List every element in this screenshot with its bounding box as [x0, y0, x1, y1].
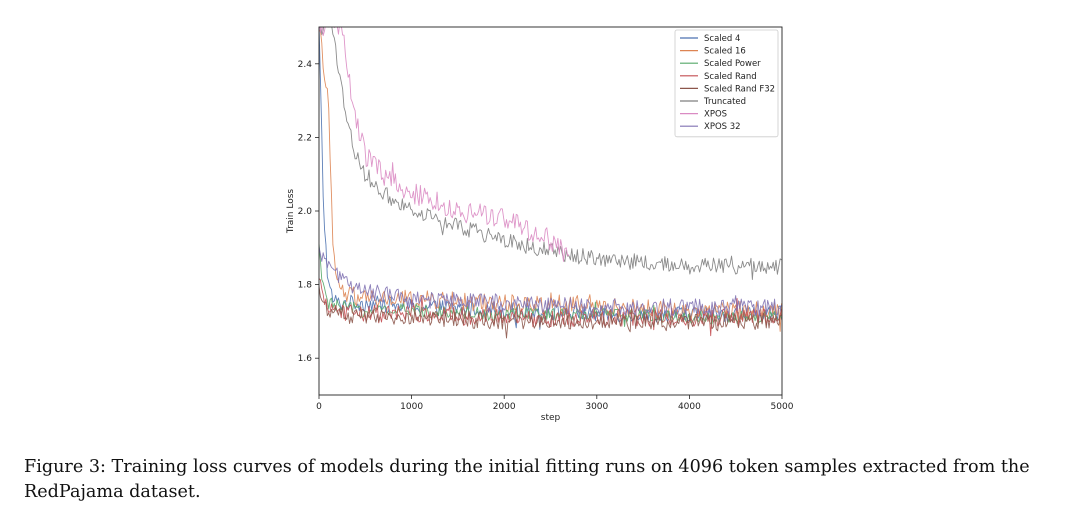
series-line-scaled-rand [319, 278, 782, 337]
y-tick-label: 2.4 [298, 60, 313, 70]
y-tick-label: 2.0 [298, 207, 313, 217]
x-tick-label: 3000 [585, 402, 608, 412]
series-line-xpos [319, 27, 570, 262]
series-line-xpos-32 [319, 246, 782, 317]
y-tick-label: 2.2 [298, 133, 312, 143]
legend-entry: Scaled Rand F32 [704, 84, 775, 94]
x-tick-label: 4000 [678, 402, 701, 412]
legend-entry: Scaled Power [704, 59, 761, 69]
legend-entry: Truncated [703, 97, 746, 107]
legend: Scaled 4 Scaled 16 Scaled Power Scaled Rand… [674, 29, 779, 138]
legend-box [674, 29, 779, 138]
plot-area [319, 27, 782, 339]
x-tick-label: 1000 [400, 402, 423, 412]
legend-entry: Scaled Rand [704, 72, 757, 82]
x-tick-label: 2000 [493, 402, 516, 412]
x-tick-label: 5000 [771, 402, 794, 412]
x-tick-label: 0 [316, 402, 322, 412]
figure-caption: Figure 3: Training loss curves of models… [24, 457, 1030, 502]
axes: 0 1000 2000 3000 4000 5000 1.6 1.8 2.0 2.2 2.4 step… [286, 26, 794, 423]
figure: 0 1000 2000 3000 4000 5000 1.6 1.8 2.0 2.2 2.4 step… [286, 26, 794, 423]
x-axis-label: step [541, 413, 561, 423]
y-tick-label: 1.6 [298, 354, 313, 364]
y-tick-label: 1.8 [298, 281, 313, 291]
legend-entry: Scaled 4 [704, 34, 740, 44]
legend-entry: XPOS [704, 110, 727, 120]
legend-entry: Scaled 16 [704, 47, 746, 57]
y-axis-label: Train Loss [286, 189, 296, 235]
loss-chart: 0 1000 2000 3000 4000 5000 1.6 1.8 2.0 2.2 2.4 step… [286, 26, 794, 423]
series-line-scaled-rand-f32 [319, 286, 782, 339]
legend-entry: XPOS 32 [704, 122, 741, 132]
